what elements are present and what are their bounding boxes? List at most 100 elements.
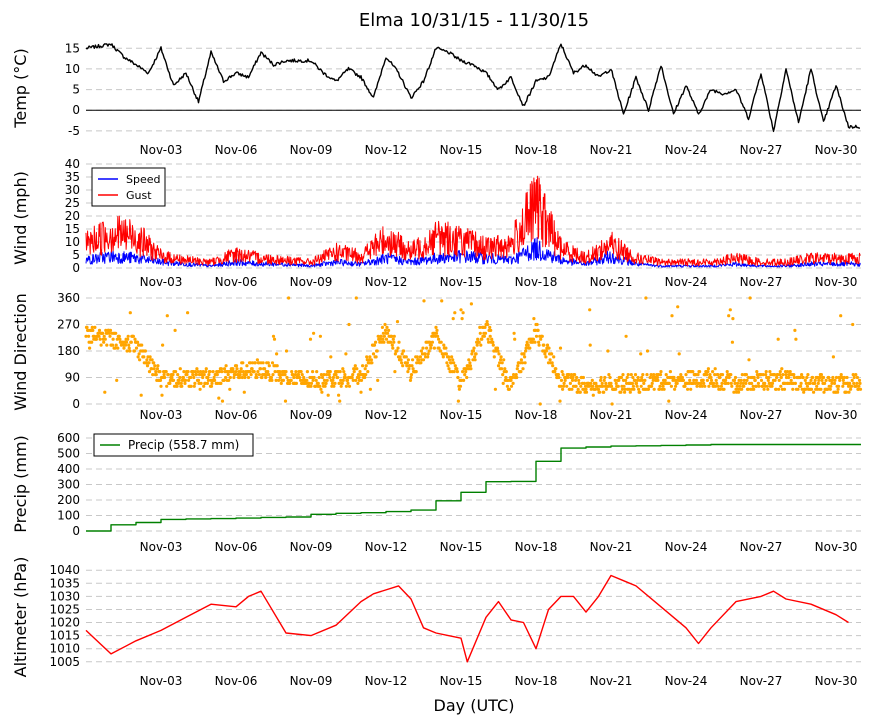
- direction-point: [756, 381, 761, 385]
- direction-point: [829, 384, 833, 388]
- direction-point: [446, 355, 451, 359]
- direction-point: [614, 381, 618, 385]
- direction-point: [718, 375, 722, 380]
- direction-point: [639, 352, 643, 356]
- direction-point: [789, 378, 793, 382]
- direction-point: [408, 378, 413, 382]
- x-tick-label: Nov-18: [515, 540, 558, 554]
- direction-point: [231, 367, 235, 371]
- direction-point: [122, 346, 126, 350]
- direction-point: [602, 378, 606, 382]
- direction-point: [101, 331, 105, 335]
- direction-point: [725, 370, 729, 374]
- direction-point: [706, 370, 710, 374]
- x-tick-label: Nov-18: [515, 143, 558, 157]
- direction-point: [577, 381, 581, 385]
- direction-point: [367, 358, 371, 362]
- direction-point: [261, 361, 265, 365]
- direction-point: [779, 375, 783, 380]
- direction-point: [587, 384, 591, 388]
- direction-point: [417, 358, 421, 362]
- y-tick-label: 35: [65, 170, 80, 184]
- direction-point: [523, 361, 527, 365]
- direction-point: [645, 373, 649, 377]
- direction-point: [174, 370, 178, 374]
- direction-point: [608, 375, 612, 380]
- direction-point: [773, 378, 777, 382]
- direction-point: [202, 384, 206, 388]
- direction-point: [178, 367, 182, 371]
- direction-point: [847, 390, 851, 394]
- direction-point: [761, 384, 765, 388]
- direction-point: [423, 352, 427, 356]
- direction-point: [554, 367, 558, 371]
- direction-point: [178, 375, 182, 380]
- direction-point: [499, 355, 503, 359]
- y-tick-label: 200: [57, 493, 80, 507]
- x-tick-label: Nov-21: [590, 275, 633, 289]
- direction-point: [407, 367, 411, 371]
- direction-point: [849, 387, 853, 391]
- direction-point: [318, 334, 322, 338]
- direction-point: [379, 334, 383, 338]
- direction-point: [344, 384, 348, 388]
- direction-point: [380, 325, 384, 329]
- direction-point: [269, 375, 273, 380]
- direction-point: [158, 370, 162, 374]
- direction-point: [192, 375, 196, 380]
- direction-point: [87, 334, 91, 338]
- direction-point: [796, 387, 800, 391]
- direction-point: [609, 381, 613, 385]
- direction-point: [736, 381, 740, 385]
- direction-point: [757, 384, 761, 388]
- direction-point: [851, 322, 855, 327]
- y-tick-label: 25: [65, 196, 80, 210]
- direction-point: [762, 387, 766, 391]
- direction-point: [524, 349, 528, 353]
- direction-point: [509, 378, 513, 382]
- direction-point: [569, 373, 574, 377]
- direction-point: [667, 399, 671, 403]
- direction-point: [105, 343, 109, 347]
- direction-point: [376, 334, 380, 338]
- direction-point: [576, 387, 580, 391]
- direction-point: [699, 381, 703, 385]
- x-tick-label: Nov-15: [440, 540, 483, 554]
- direction-point: [623, 387, 627, 391]
- direction-point: [550, 352, 554, 356]
- direction-point: [363, 367, 367, 371]
- direction-point: [339, 384, 343, 388]
- direction-point: [186, 370, 190, 374]
- direction-point: [217, 396, 221, 400]
- direction-point: [340, 381, 344, 385]
- direction-point: [634, 381, 639, 385]
- direction-point: [383, 322, 387, 327]
- direction-point: [740, 387, 744, 391]
- direction-point: [766, 378, 770, 382]
- direction-point: [791, 387, 795, 391]
- direction-point: [574, 378, 578, 382]
- direction-point: [381, 331, 385, 335]
- direction-point: [695, 384, 699, 388]
- direction-point: [279, 381, 283, 385]
- direction-point: [566, 375, 570, 380]
- direction-point: [630, 381, 635, 385]
- direction-point: [854, 373, 858, 377]
- direction-point: [631, 384, 636, 388]
- direction-point: [161, 343, 165, 347]
- direction-point: [456, 399, 460, 403]
- direction-point: [415, 355, 419, 359]
- direction-point: [136, 355, 140, 359]
- x-tick-label: Nov-06: [215, 408, 258, 422]
- direction-point: [186, 311, 190, 315]
- direction-point: [315, 370, 319, 374]
- y-tick-label: 270: [57, 318, 80, 332]
- direction-point: [514, 373, 518, 377]
- direction-point: [778, 370, 782, 374]
- direction-point: [544, 349, 549, 353]
- direction-point: [133, 337, 137, 341]
- direction-point: [139, 393, 143, 397]
- direction-point: [308, 337, 313, 341]
- direction-point: [395, 349, 399, 353]
